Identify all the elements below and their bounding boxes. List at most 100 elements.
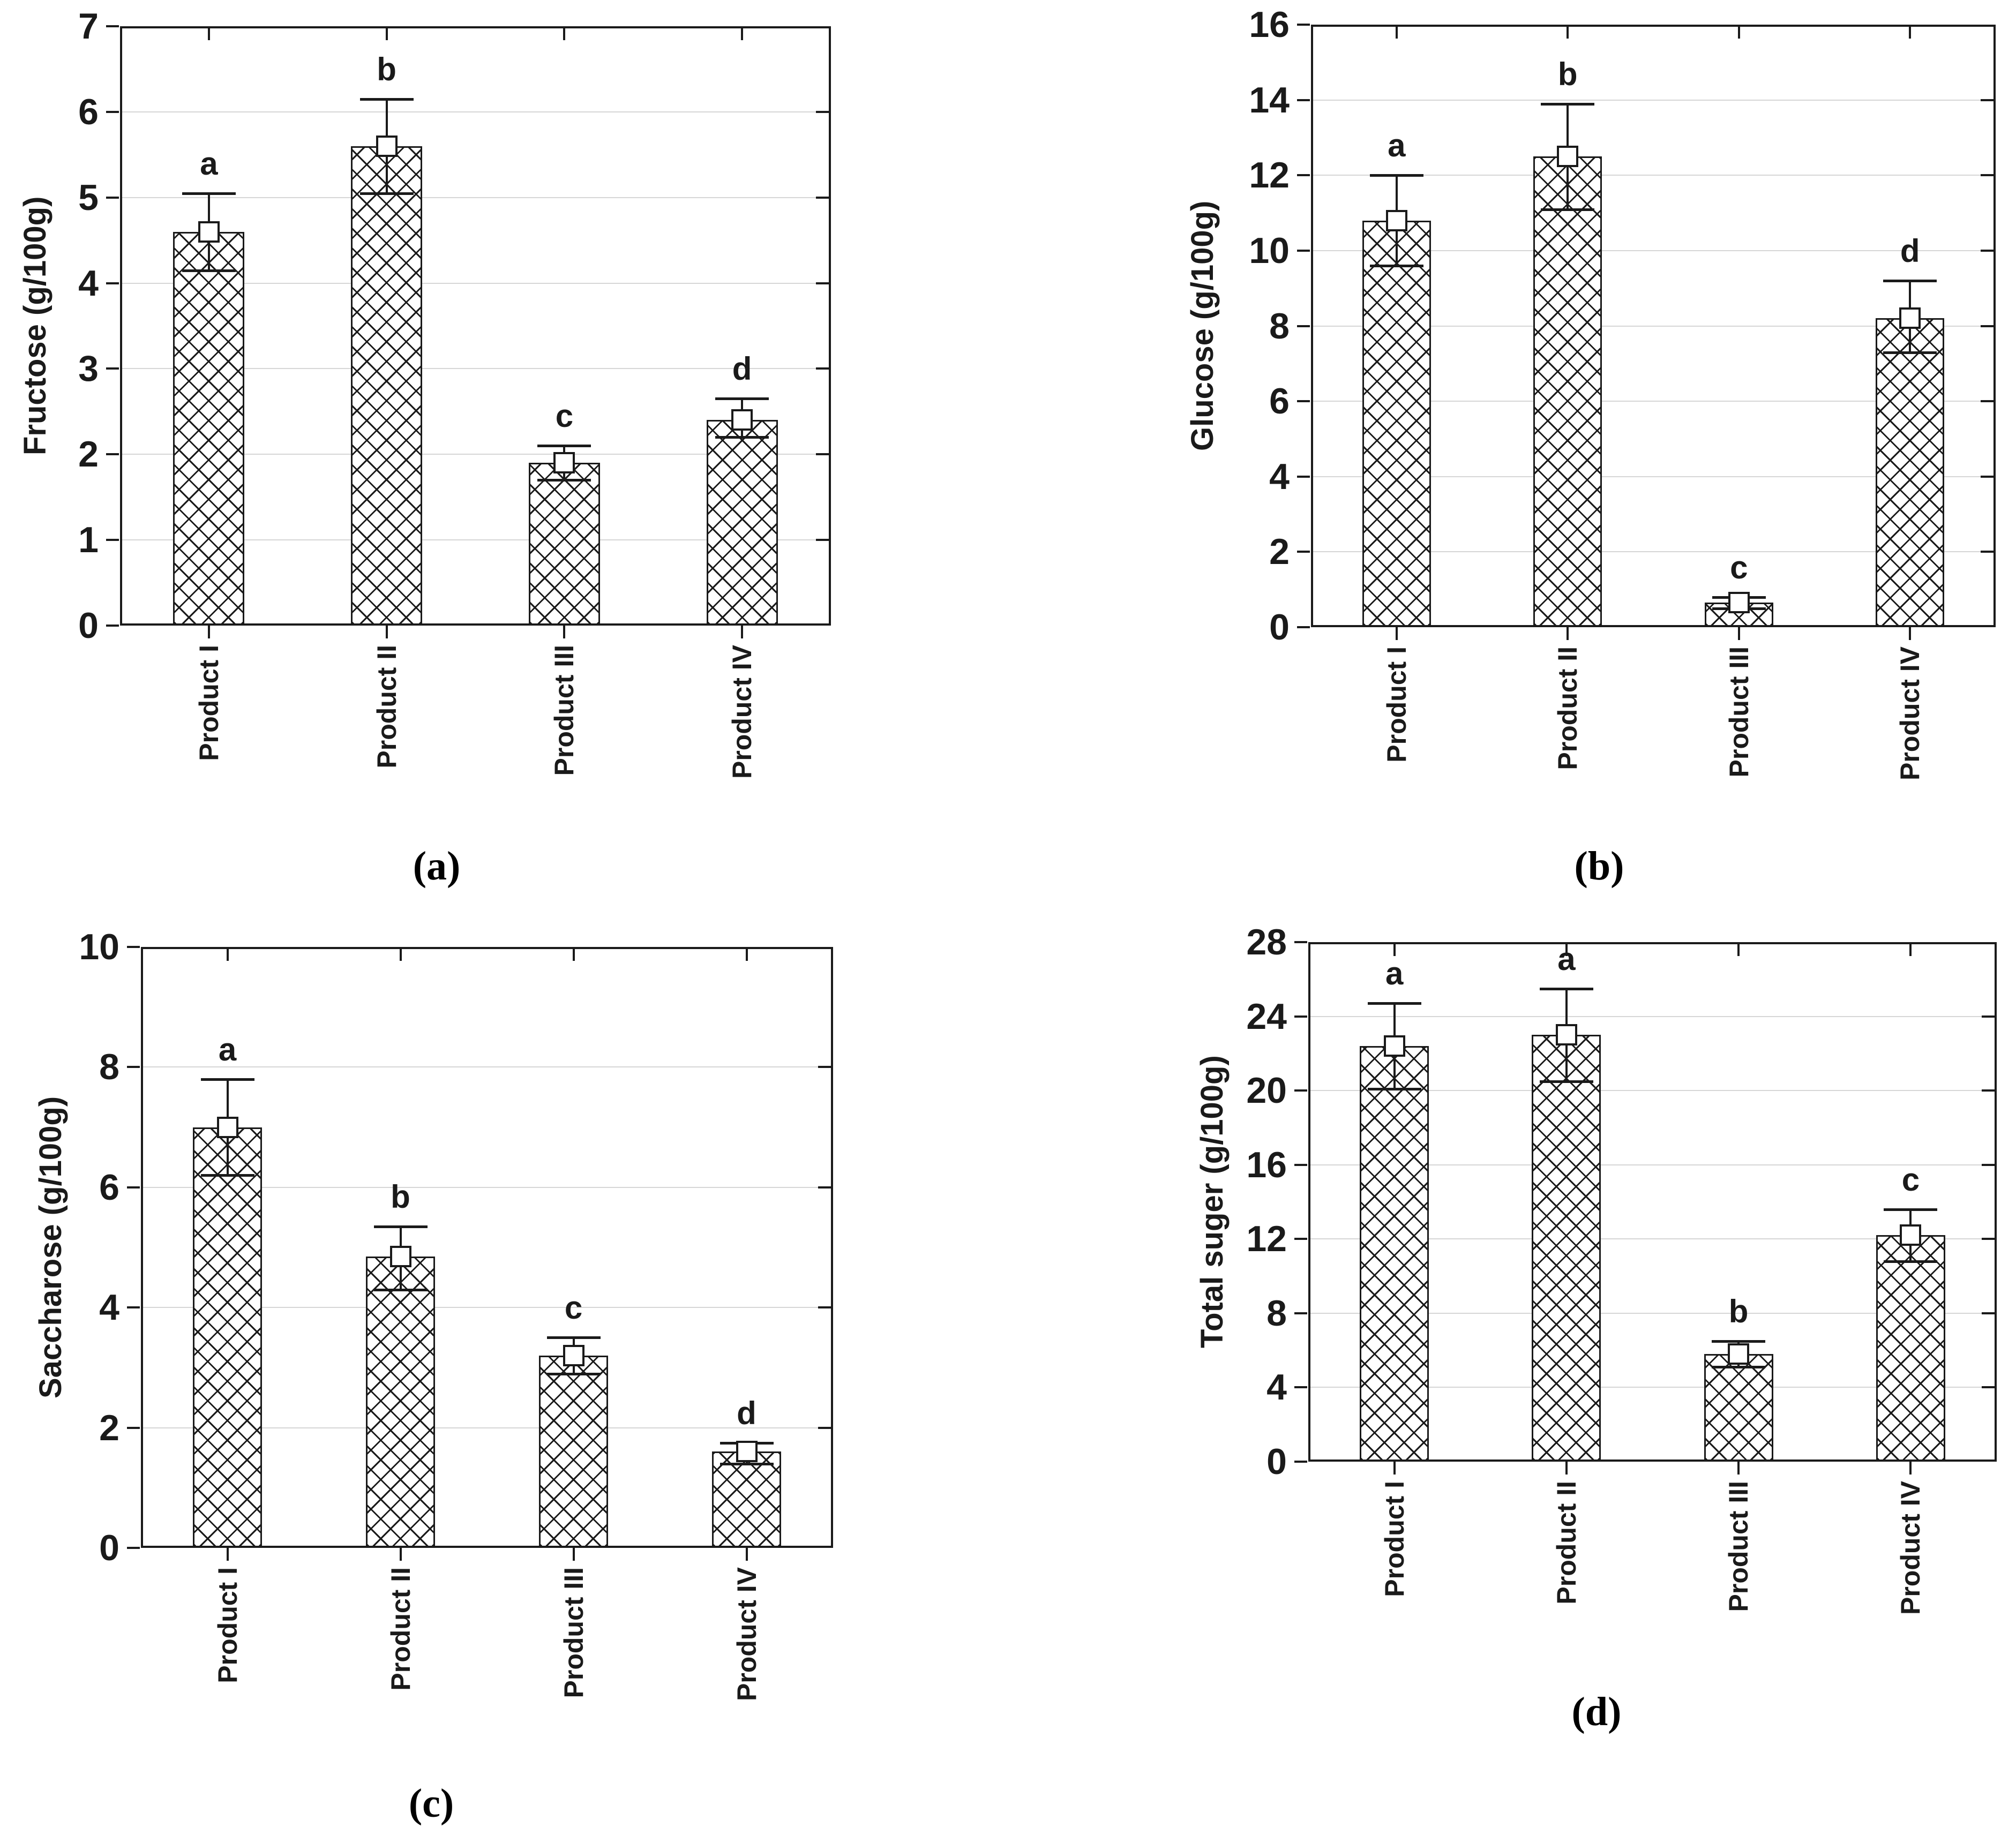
- bar-product-iv: [707, 420, 778, 626]
- y-tick-mark: [1297, 551, 1310, 553]
- y-tick-label: 6: [99, 1167, 119, 1208]
- y-tick-mark: [1982, 1163, 1995, 1166]
- y-tick-mark: [1297, 325, 1310, 327]
- y-tick-mark: [1982, 1089, 1995, 1092]
- error-bar-top-cap: [200, 1078, 254, 1081]
- y-tick-mark: [818, 1426, 831, 1429]
- bar-product-iv: [1876, 1235, 1945, 1462]
- error-bar-bottom-cap: [715, 436, 769, 439]
- bar-product-iii: [1704, 1354, 1773, 1462]
- error-bar-top-cap: [715, 397, 769, 400]
- gridline: [1313, 99, 1993, 101]
- y-tick-label: 8: [99, 1047, 119, 1088]
- y-tick-mark: [106, 110, 119, 113]
- error-bar-bottom-cap: [1539, 1080, 1593, 1083]
- y-tick-mark: [1981, 174, 1993, 177]
- error-bar-bottom-cap: [373, 1289, 428, 1291]
- y-tick-label: 4: [78, 262, 99, 304]
- error-bar-top-cap: [546, 1336, 601, 1339]
- y-tick-mark: [1982, 1238, 1995, 1240]
- sig-letter: b: [1557, 56, 1578, 92]
- gridline: [143, 1186, 831, 1188]
- error-bar-top-cap: [373, 1225, 428, 1228]
- x-tick-mark: [385, 28, 388, 40]
- y-tick-label: 4: [99, 1287, 119, 1328]
- y-tick-label: 1: [78, 520, 99, 561]
- y-tick-mark: [106, 282, 119, 284]
- gridline: [122, 197, 829, 198]
- error-bar-top-cap: [1367, 1002, 1421, 1005]
- bar-product-ii: [366, 1257, 435, 1548]
- bar-product-ii: [351, 146, 422, 626]
- mean-marker: [731, 409, 753, 431]
- bar-product-iv: [1876, 318, 1944, 627]
- x-tick-mark: [1565, 1462, 1568, 1475]
- y-tick-label: 8: [1266, 1292, 1287, 1334]
- x-tick-label: Product IV: [1895, 646, 1925, 781]
- y-tick-label: 16: [1249, 4, 1290, 45]
- bar-product-iv: [712, 1451, 781, 1548]
- error-bar-top-cap: [537, 445, 591, 447]
- y-tick-mark: [1981, 325, 1993, 327]
- x-tick-mark: [1909, 944, 1912, 956]
- y-tick-label: 6: [1269, 381, 1290, 422]
- error-bar-bottom-cap: [537, 479, 591, 482]
- x-tick-mark: [1395, 627, 1398, 640]
- y-tick-mark: [127, 1306, 140, 1309]
- x-tick-mark: [1909, 1462, 1912, 1475]
- y-tick-mark: [1294, 1312, 1307, 1314]
- y-tick-mark: [1294, 1238, 1307, 1240]
- x-tick-label: Product II: [371, 645, 402, 769]
- gridline: [1310, 1387, 1995, 1388]
- y-tick-label: 24: [1246, 996, 1287, 1037]
- y-tick-label: 4: [1269, 456, 1290, 497]
- sig-letter: c: [1730, 550, 1748, 585]
- x-tick-mark: [1395, 27, 1398, 39]
- y-tick-mark: [1982, 1312, 1995, 1314]
- y-tick-mark: [1294, 1163, 1307, 1166]
- x-tick-label: Product III: [1723, 646, 1754, 778]
- y-tick-label: 6: [78, 91, 99, 132]
- bar-product-i: [193, 1127, 262, 1548]
- error-bar-top-cap: [1369, 174, 1423, 177]
- mean-marker: [1555, 1024, 1577, 1045]
- y-tick-mark: [106, 367, 119, 370]
- x-tick-mark: [1737, 944, 1740, 956]
- x-tick-mark: [385, 626, 388, 638]
- x-tick-label: Product I: [193, 645, 224, 761]
- x-tick-mark: [572, 949, 575, 961]
- y-tick-label: 0: [99, 1528, 119, 1568]
- error-bar-bottom-cap: [1712, 1366, 1766, 1368]
- bar-product-ii: [1533, 156, 1602, 627]
- x-tick-mark: [1737, 27, 1740, 39]
- gridline: [1310, 1164, 1995, 1165]
- gridline: [1313, 175, 1993, 176]
- mean-marker: [216, 1117, 238, 1138]
- y-tick-label: 28: [1246, 922, 1287, 962]
- gridline: [122, 539, 829, 541]
- y-tick-mark: [816, 539, 829, 541]
- x-tick-label: Product I: [212, 1567, 243, 1683]
- sig-letter: a: [200, 146, 218, 182]
- x-tick-label: Product IV: [1895, 1481, 1926, 1615]
- x-tick-mark: [563, 28, 566, 40]
- y-tick-label: 7: [78, 6, 99, 47]
- y-tick-label: 12: [1246, 1218, 1287, 1260]
- y-tick-mark: [1982, 1386, 1995, 1389]
- error-bar-bottom-cap: [1541, 208, 1595, 211]
- mean-marker: [1385, 210, 1407, 231]
- y-tick-mark: [127, 1186, 140, 1188]
- y-tick-mark: [127, 1426, 140, 1429]
- y-tick-mark: [1981, 400, 1993, 403]
- mean-marker: [553, 452, 575, 473]
- y-tick-mark: [1981, 475, 1993, 478]
- y-axis-label: Saccharose (g/100g): [33, 1096, 68, 1399]
- y-tick-label: 12: [1249, 155, 1290, 196]
- y-tick-mark: [816, 196, 829, 199]
- x-tick-mark: [1565, 944, 1568, 956]
- gridline: [1313, 401, 1993, 402]
- gridline: [1313, 551, 1993, 553]
- gridline: [1313, 325, 1993, 327]
- x-tick-mark: [226, 1548, 229, 1561]
